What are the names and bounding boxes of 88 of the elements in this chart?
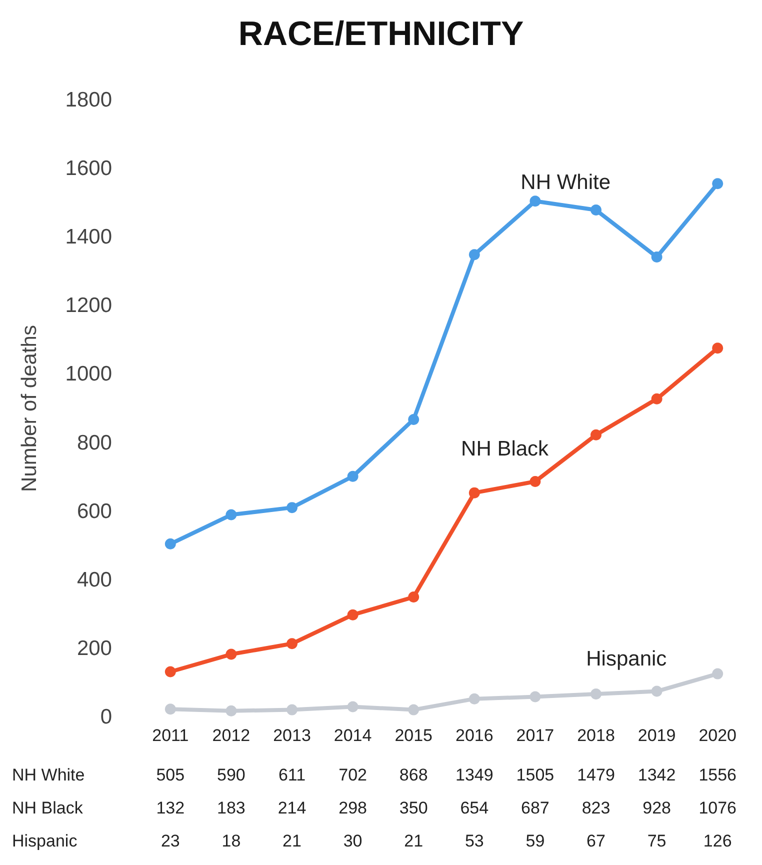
point (408, 704, 420, 716)
point (164, 704, 176, 715)
x-tick-label: 2020 (698, 726, 737, 745)
point (530, 476, 541, 488)
y-tick-label: 800 (76, 431, 112, 454)
text: NH White (12, 766, 85, 784)
point (651, 251, 662, 262)
data-label: 67 (586, 832, 606, 850)
y-tick-label: 1800 (65, 88, 112, 112)
data-label: 868 (399, 766, 428, 784)
data-label: 687 (521, 798, 550, 818)
data-label: 21 (282, 832, 302, 850)
x-tick-label: 2012 (212, 726, 250, 745)
x-tick-label: 2013 (273, 726, 311, 745)
x-tick-label: 2018 (577, 726, 615, 745)
point (286, 502, 298, 514)
x-tick-label: 2015 (394, 726, 433, 745)
x-tick-label: 2019 (638, 726, 676, 745)
point (530, 196, 541, 207)
point (347, 701, 358, 712)
data-label: 18 (222, 832, 241, 850)
point (468, 249, 480, 260)
data-label: 132 (156, 798, 185, 818)
data-label: 654 (460, 798, 489, 818)
data-label: 702 (338, 766, 367, 784)
point (347, 470, 358, 482)
y-tick-label: 1200 (65, 294, 112, 318)
point (468, 693, 480, 704)
y-tick-label: 1600 (65, 157, 112, 180)
data-label: 1479 (577, 766, 615, 784)
y-tick-label: 1400 (65, 226, 112, 249)
point (712, 342, 724, 354)
point (590, 204, 602, 216)
point (226, 648, 237, 660)
y-tick-label: 200 (76, 636, 112, 660)
point (408, 414, 420, 425)
point (226, 509, 237, 520)
data-label: 298 (338, 798, 367, 818)
text: Hispanic (12, 832, 78, 850)
point (408, 592, 420, 603)
data-label: 1342 (638, 766, 676, 784)
data-label: 23 (160, 832, 180, 850)
point (468, 487, 480, 498)
series-label: NH Black (461, 438, 550, 461)
data-label: 590 (217, 766, 246, 784)
data-label: 350 (399, 798, 428, 818)
y-tick-label: 400 (76, 568, 112, 592)
point (286, 704, 298, 716)
data-label: 611 (278, 766, 306, 784)
point (712, 178, 724, 190)
point (651, 393, 662, 404)
series-label: Hispanic (586, 647, 667, 670)
data-label: 928 (642, 798, 671, 818)
data-label: 183 (217, 798, 246, 818)
data-label: 1076 (698, 798, 737, 818)
y-tick-label: 600 (76, 500, 112, 523)
data-label: 1505 (516, 766, 554, 784)
point (164, 666, 176, 678)
series-label: NH White (520, 171, 611, 194)
data-label: 1556 (698, 766, 737, 784)
point (590, 429, 602, 440)
text: NH Black (12, 798, 83, 818)
chart-title: RACE/ETHNICITY (238, 15, 524, 53)
data-label: 75 (647, 832, 666, 850)
data-label: 823 (582, 798, 610, 818)
point (712, 668, 724, 680)
point (286, 638, 298, 650)
y-axis-title: Number of deaths (18, 325, 41, 492)
x-tick-label: 2016 (455, 726, 494, 745)
data-label: 21 (404, 832, 424, 850)
point (590, 688, 602, 700)
y-tick-label: 0 (100, 706, 112, 728)
point (530, 691, 541, 702)
y-tick-label: 1000 (65, 362, 112, 386)
x-tick-label: 2011 (152, 726, 189, 745)
data-label: 53 (464, 832, 484, 850)
point (226, 705, 237, 716)
data-label: 126 (703, 832, 732, 850)
data-label: 214 (278, 798, 306, 818)
data-label: 1349 (455, 766, 494, 784)
data-label: 59 (526, 832, 545, 850)
point (651, 686, 662, 697)
point (347, 609, 358, 620)
x-tick-label: 2014 (334, 726, 372, 745)
data-label: 30 (343, 832, 362, 850)
data-label: 505 (156, 766, 185, 784)
x-tick-label: 2017 (516, 726, 554, 745)
point (164, 538, 176, 550)
